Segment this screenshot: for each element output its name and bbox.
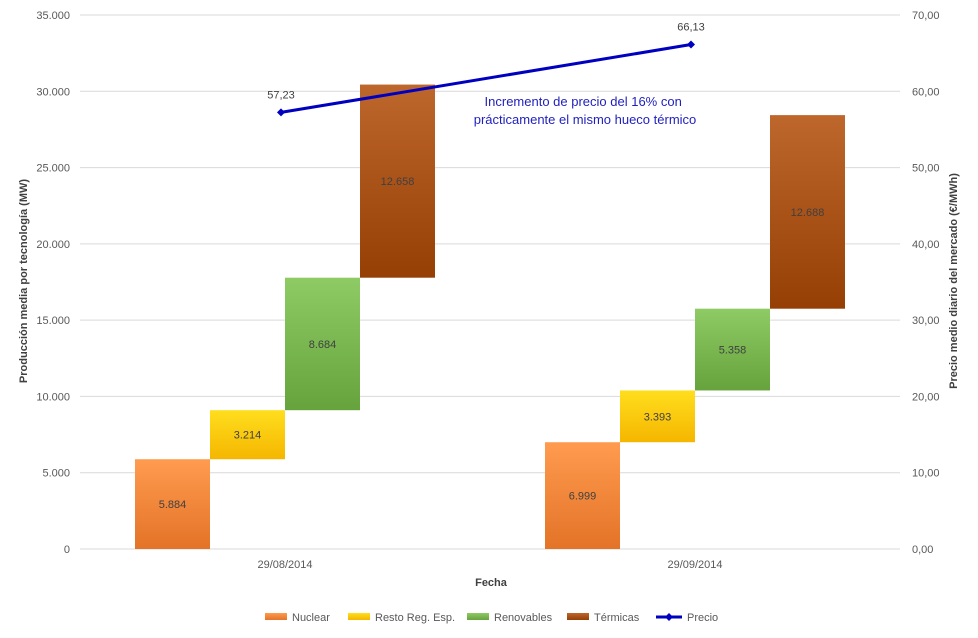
bar-resto-reg-esp--0 [210, 410, 285, 460]
x-axis-ticks: 29/08/2014 29/09/2014 [257, 559, 722, 571]
bars [135, 84, 845, 549]
bar-t-rmicas-0 [360, 84, 435, 278]
legend-swatch [348, 613, 370, 620]
bar-value-label: 5.358 [719, 345, 747, 357]
y2-axis-title: Precio medio diario del mercado (€/MWh) [948, 173, 960, 389]
bar-nuclear-0 [135, 459, 210, 549]
y2-tick-label: 50,00 [912, 163, 940, 175]
x-tick-label: 29/08/2014 [257, 559, 312, 571]
legend-marker [665, 613, 673, 621]
legend-label: Nuclear [292, 612, 330, 624]
y-tick-label: 25.000 [36, 163, 70, 175]
legend-label: Renovables [494, 612, 553, 624]
bar-labels: 5.884 3.214 8.684 12.658 6.999 3.393 5.358 12.6… [159, 176, 825, 511]
bar-renovables-1 [695, 308, 770, 391]
y-axis-ticks: 0 5.000 10.000 15.000 20.000 25.000 30.000 35.0… [36, 10, 70, 556]
legend: Nuclear Resto Reg. Esp. Renovables Térmicas… [265, 612, 718, 624]
bar-t-rmicas-1 [770, 115, 845, 309]
legend-swatch [467, 613, 489, 620]
gridlines [80, 14, 900, 550]
x-axis-title: Fecha [475, 577, 508, 589]
y2-tick-label: 70,00 [912, 10, 940, 22]
price-value-label: 66,13 [677, 22, 705, 34]
price-point-marker [687, 40, 695, 49]
annotation-line-2: prácticamente el mismo hueco térmico [474, 112, 697, 127]
y-tick-label: 35.000 [36, 10, 70, 22]
bar-nuclear-1 [545, 442, 620, 549]
price-line: 57,23 66,13 [267, 22, 705, 117]
bar-value-label: 3.214 [234, 430, 262, 442]
price-line-path [280, 43, 692, 114]
legend-label: Resto Reg. Esp. [375, 612, 455, 624]
bar-value-label: 6.999 [569, 491, 597, 503]
y-tick-label: 15.000 [36, 315, 70, 327]
x-tick-label: 29/09/2014 [667, 559, 722, 571]
bar-resto-reg-esp--1 [620, 390, 695, 443]
bar-value-label: 12.688 [791, 207, 825, 219]
legend-label: Térmicas [594, 612, 640, 624]
bar-value-label: 8.684 [309, 339, 337, 351]
price-point-marker [277, 108, 285, 117]
y2-axis-ticks: 0,00 10,00 20,00 30,00 40,00 50,00 60,00 70,00 [912, 10, 940, 556]
y2-tick-label: 40,00 [912, 239, 940, 251]
y2-tick-label: 60,00 [912, 86, 940, 98]
y2-tick-label: 30,00 [912, 315, 940, 327]
y2-tick-label: 20,00 [912, 391, 940, 403]
y2-tick-label: 10,00 [912, 468, 940, 480]
legend-label: Precio [687, 612, 718, 624]
annotation-text: Incremento de precio del 16% con práctic… [474, 94, 697, 127]
y-tick-label: 5.000 [42, 468, 70, 480]
bar-value-label: 12.658 [381, 176, 415, 188]
price-value-label: 57,23 [267, 89, 295, 101]
legend-swatch [567, 613, 589, 620]
y-tick-label: 0 [64, 544, 70, 556]
y2-tick-label: 0,00 [912, 544, 933, 556]
y-axis-title: Producción media por tecnología (MW) [18, 179, 30, 383]
bar-renovables-0 [285, 277, 360, 411]
bar-value-label: 3.393 [644, 411, 672, 423]
legend-swatch [265, 613, 287, 620]
y-tick-label: 30.000 [36, 86, 70, 98]
y-tick-label: 20.000 [36, 239, 70, 251]
bar-value-label: 5.884 [159, 499, 187, 511]
y-tick-label: 10.000 [36, 391, 70, 403]
annotation-line-1: Incremento de precio del 16% con [485, 94, 682, 109]
